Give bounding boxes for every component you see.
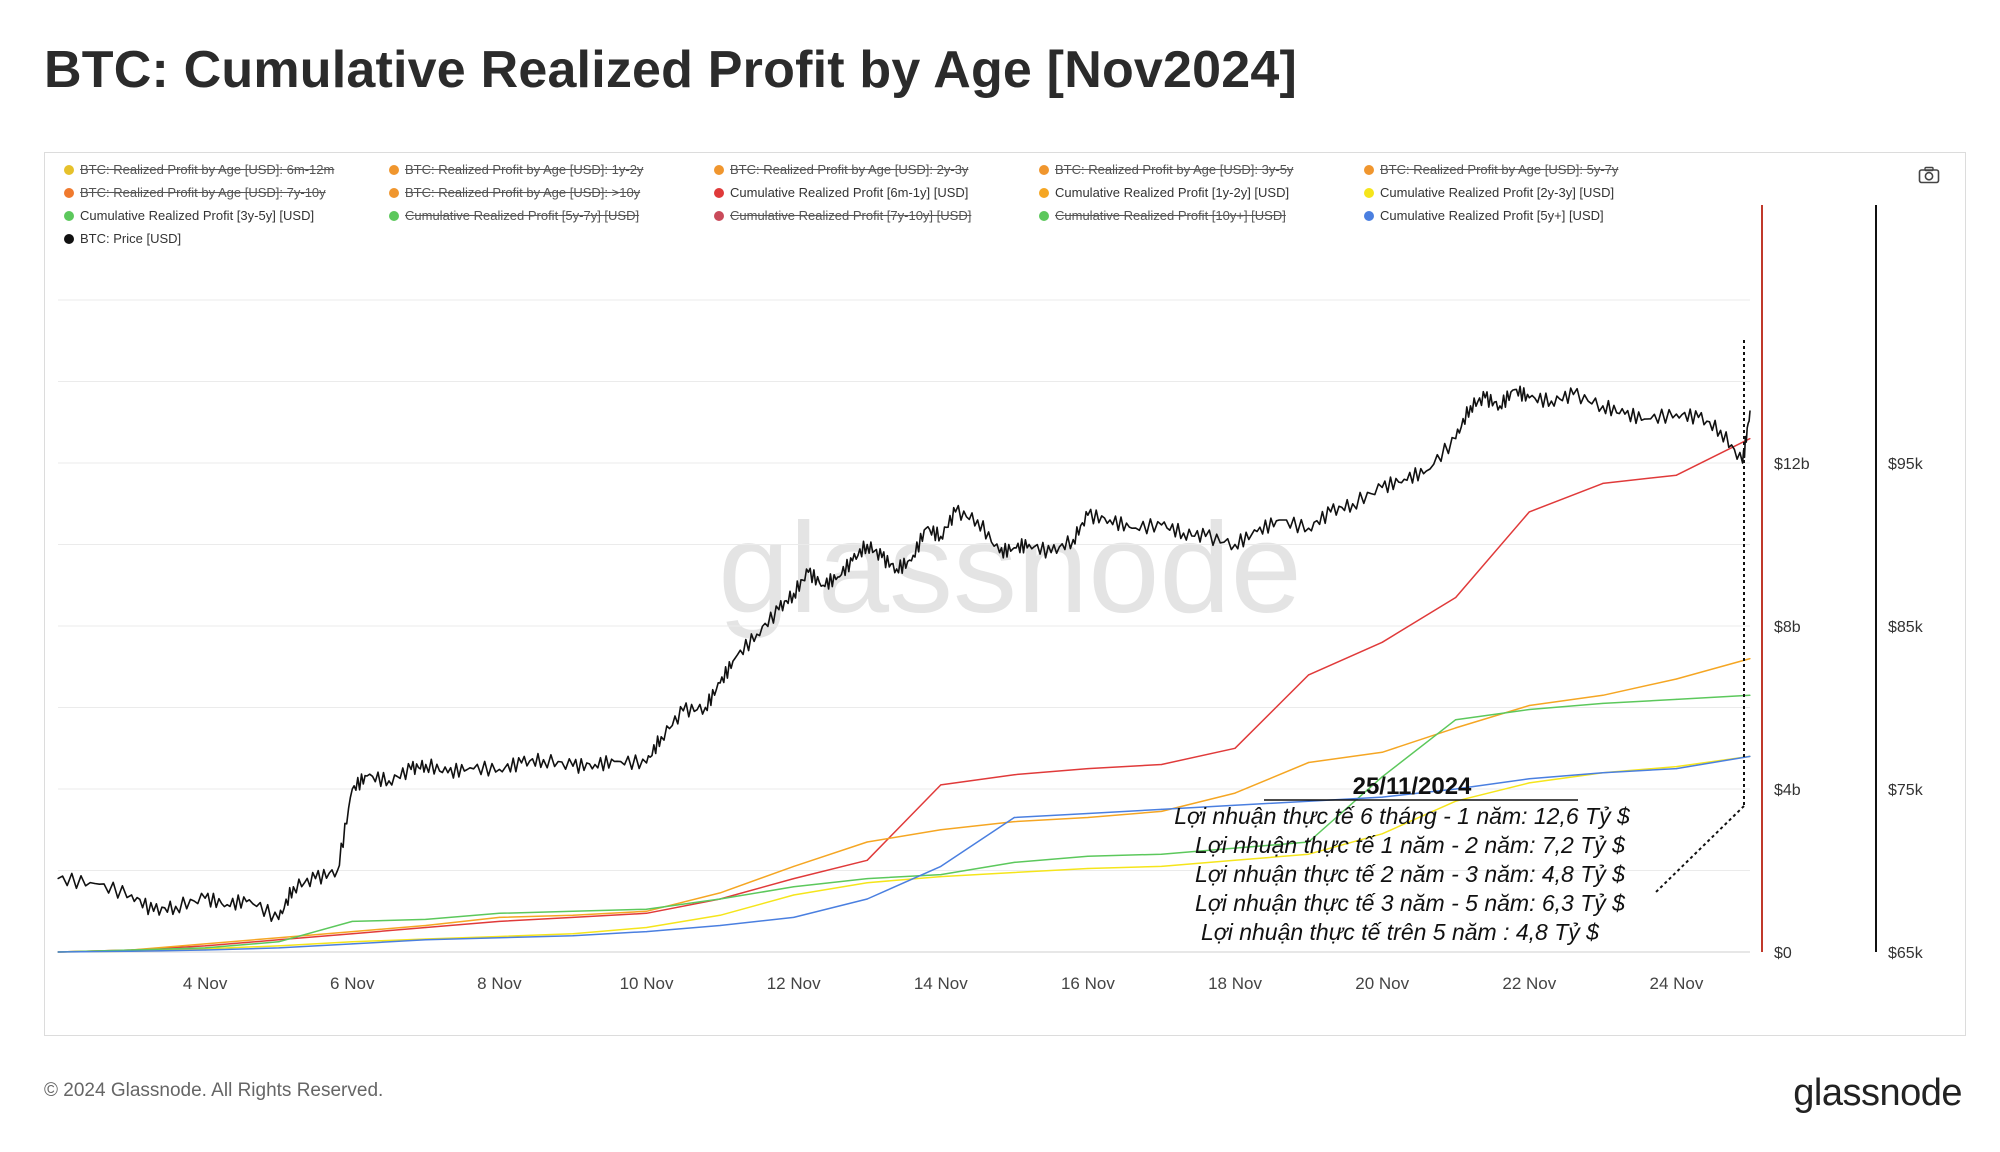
legend-dot-icon — [714, 210, 724, 221]
legend-label: Cumulative Realized Profit [1y-2y] [USD] — [1055, 185, 1290, 200]
legend-item[interactable]: Cumulative Realized Profit [3y-5y] [USD] — [64, 208, 314, 223]
legend-item[interactable]: BTC: Realized Profit by Age [USD]: 3y-5y — [1039, 162, 1293, 177]
legend-label: BTC: Realized Profit by Age [USD]: 5y-7y — [1380, 162, 1619, 177]
legend-label: Cumulative Realized Profit [7y-10y] [USD… — [730, 208, 972, 223]
legend-dot-icon — [1364, 164, 1374, 175]
legend-item[interactable]: Cumulative Realized Profit [10y+] [USD] — [1039, 208, 1286, 223]
legend-label: Cumulative Realized Profit [5y+] [USD] — [1380, 208, 1604, 223]
legend-label: Cumulative Realized Profit [5y-7y] [USD] — [405, 208, 640, 223]
legend-item[interactable]: BTC: Realized Profit by Age [USD]: 7y-10… — [64, 185, 326, 200]
legend-dot-icon — [1364, 187, 1374, 198]
legend-item[interactable]: BTC: Realized Profit by Age [USD]: 2y-3y — [714, 162, 968, 177]
legend-label: BTC: Realized Profit by Age [USD]: >10y — [405, 185, 641, 200]
legend-item[interactable]: Cumulative Realized Profit [1y-2y] [USD] — [1039, 185, 1289, 200]
legend-dot-icon — [389, 164, 399, 175]
legend-dot-icon — [714, 187, 724, 198]
legend-dot-icon — [389, 210, 399, 221]
legend-item[interactable]: Cumulative Realized Profit [5y-7y] [USD] — [389, 208, 639, 223]
legend-item[interactable]: BTC: Realized Profit by Age [USD]: 1y-2y — [389, 162, 643, 177]
legend-label: Cumulative Realized Profit [3y-5y] [USD] — [80, 208, 315, 223]
legend-label: BTC: Realized Profit by Age [USD]: 3y-5y — [1055, 162, 1294, 177]
legend-dot-icon — [1039, 164, 1049, 175]
legend-label: Cumulative Realized Profit [6m-1y] [USD] — [730, 185, 969, 200]
legend-dot-icon — [1364, 210, 1374, 221]
chart-legend: BTC: Realized Profit by Age [USD]: 6m-12… — [64, 162, 1764, 262]
legend-label: BTC: Price [USD] — [80, 231, 182, 246]
legend-label: BTC: Realized Profit by Age [USD]: 7y-10… — [80, 185, 326, 200]
legend-item[interactable]: BTC: Realized Profit by Age [USD]: >10y — [389, 185, 640, 200]
legend-label: BTC: Realized Profit by Age [USD]: 6m-12… — [80, 162, 335, 177]
legend-dot-icon — [64, 233, 74, 244]
legend-item[interactable]: Cumulative Realized Profit [7y-10y] [USD… — [714, 208, 971, 223]
legend-label: BTC: Realized Profit by Age [USD]: 1y-2y — [405, 162, 644, 177]
copyright-text: © 2024 Glassnode. All Rights Reserved. — [44, 1080, 384, 1101]
legend-dot-icon — [389, 187, 399, 198]
legend-item[interactable]: Cumulative Realized Profit [2y-3y] [USD] — [1364, 185, 1614, 200]
legend-item[interactable]: Cumulative Realized Profit [5y+] [USD] — [1364, 208, 1604, 223]
legend-dot-icon — [64, 164, 74, 175]
legend-dot-icon — [1039, 210, 1049, 221]
legend-item[interactable]: Cumulative Realized Profit [6m-1y] [USD] — [714, 185, 968, 200]
legend-item[interactable]: BTC: Realized Profit by Age [USD]: 5y-7y — [1364, 162, 1618, 177]
brand-logo: glassnode — [1793, 1072, 1962, 1114]
legend-label: BTC: Realized Profit by Age [USD]: 2y-3y — [730, 162, 969, 177]
legend-item[interactable]: BTC: Realized Profit by Age [USD]: 6m-12… — [64, 162, 334, 177]
legend-dot-icon — [64, 187, 74, 198]
legend-dot-icon — [714, 164, 724, 175]
chart-frame — [44, 152, 1966, 1036]
legend-label: Cumulative Realized Profit [10y+] [USD] — [1055, 208, 1286, 223]
legend-dot-icon — [1039, 187, 1049, 198]
page-title: BTC: Cumulative Realized Profit by Age [… — [44, 41, 1298, 99]
legend-label: Cumulative Realized Profit [2y-3y] [USD] — [1380, 185, 1615, 200]
camera-icon[interactable] — [1918, 166, 1940, 184]
legend-item[interactable]: BTC: Price [USD] — [64, 231, 181, 246]
legend-dot-icon — [64, 210, 74, 221]
